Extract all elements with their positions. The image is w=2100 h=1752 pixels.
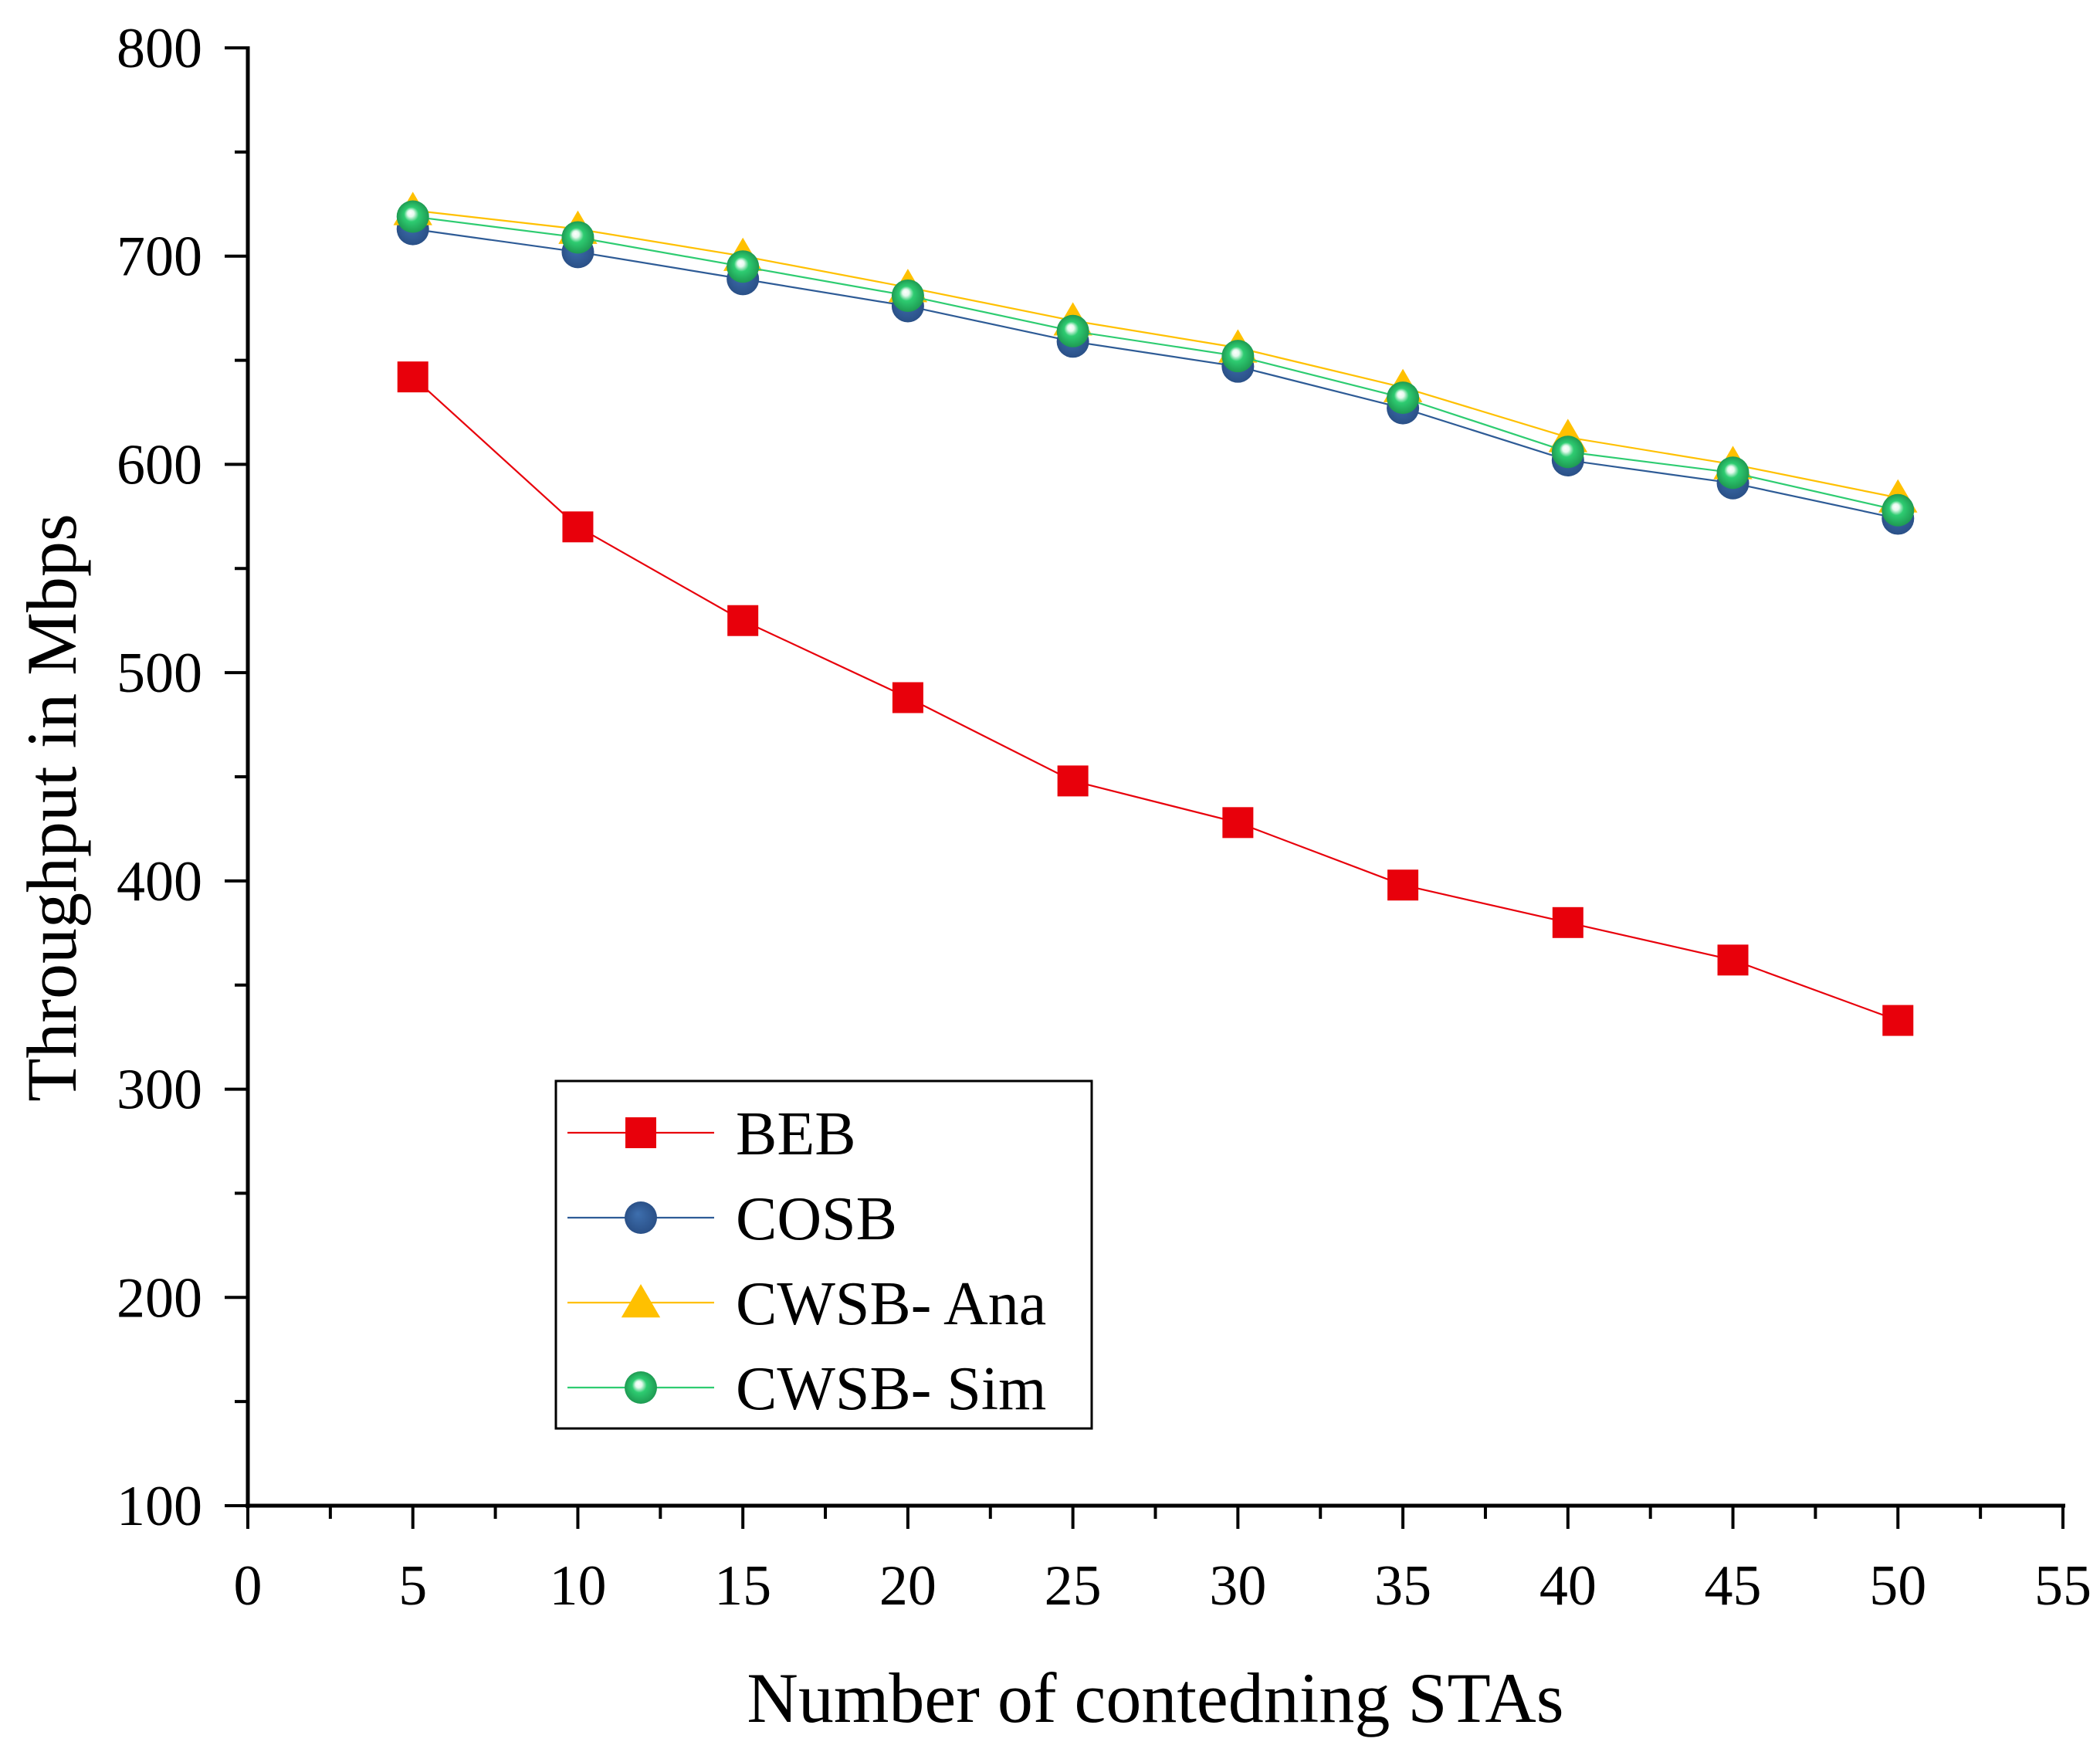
data-point: [892, 682, 923, 713]
x-tick-label: 35: [1374, 1554, 1431, 1618]
x-tick-label: 5: [398, 1554, 427, 1618]
data-point: [1387, 869, 1419, 901]
y-tick-label: 400: [117, 850, 202, 913]
y-tick-label: 700: [117, 225, 202, 289]
data-point: [1057, 765, 1089, 797]
legend-marker: [625, 1371, 657, 1404]
x-tick-label: 30: [1209, 1554, 1266, 1618]
x-tick-label: 40: [1539, 1554, 1597, 1618]
data-point: [1056, 314, 1089, 347]
legend-marker: [625, 1201, 657, 1234]
series-line: [412, 228, 1898, 520]
series-line: [412, 376, 1898, 1022]
data-point: [1882, 1005, 1914, 1036]
x-tick-label: 0: [234, 1554, 262, 1618]
x-tick-label: 20: [879, 1554, 937, 1618]
data-point: [397, 361, 428, 393]
y-tick-label: 800: [117, 17, 202, 80]
y-axis-title: Throughput in Mbps: [12, 513, 91, 1102]
series-line: [412, 215, 1898, 511]
data-point: [1551, 435, 1584, 469]
legend: BEB COSB CWSB- Ana CWSB- Sim: [554, 1079, 1093, 1430]
x-tick-label: 45: [1705, 1554, 1762, 1618]
legend-item: CWSB- Ana: [567, 1270, 1046, 1338]
y-tick-label: 500: [117, 642, 202, 705]
x-tick-label: 15: [714, 1554, 771, 1618]
data-point: [561, 221, 594, 254]
series-cwsb-sim: [396, 200, 1915, 527]
y-tick-label: 100: [117, 1475, 202, 1538]
x-axis-title: Number of contedning STAs: [747, 1659, 1563, 1737]
y-tick-label: 600: [117, 433, 202, 496]
legend-item: BEB: [567, 1100, 856, 1168]
x-tick-label: 55: [2034, 1554, 2092, 1618]
series-line: [412, 209, 1898, 499]
data-point: [1221, 340, 1255, 373]
data-point: [891, 279, 924, 312]
data-point: [1882, 493, 1915, 527]
data-point: [562, 511, 594, 543]
y-tick-label: 200: [117, 1266, 202, 1330]
data-point: [727, 250, 760, 283]
data-point: [1552, 906, 1583, 938]
series-cosb: [396, 212, 1915, 535]
legend-label: CWSB- Ana: [736, 1270, 1046, 1338]
data-point: [727, 605, 759, 636]
x-tick-label: 25: [1045, 1554, 1102, 1618]
x-tick-label: 50: [1869, 1554, 1926, 1618]
series-beb: [397, 361, 1914, 1036]
axes: 0 5 10 15 20 25 30 35 40 45 50 55 100 200 300 400 500 600…: [12, 17, 2092, 1737]
series-cwsb-ana: [393, 191, 1918, 513]
data-point: [1717, 944, 1749, 976]
legend-label: CWSB- Sim: [736, 1355, 1046, 1423]
data-point: [1716, 456, 1749, 490]
legend-item: COSB: [567, 1185, 897, 1253]
x-tick-label: 10: [549, 1554, 606, 1618]
legend-item: CWSB- Sim: [567, 1355, 1046, 1423]
plot-area: [393, 191, 1918, 1036]
legend-label: BEB: [736, 1100, 856, 1168]
data-point: [1222, 807, 1254, 839]
legend-marker: [625, 1117, 656, 1148]
data-point: [1387, 381, 1420, 415]
legend-label: COSB: [736, 1185, 897, 1253]
legend-marker: [621, 1284, 661, 1318]
y-tick-label: 300: [117, 1059, 202, 1122]
data-point: [396, 200, 429, 233]
